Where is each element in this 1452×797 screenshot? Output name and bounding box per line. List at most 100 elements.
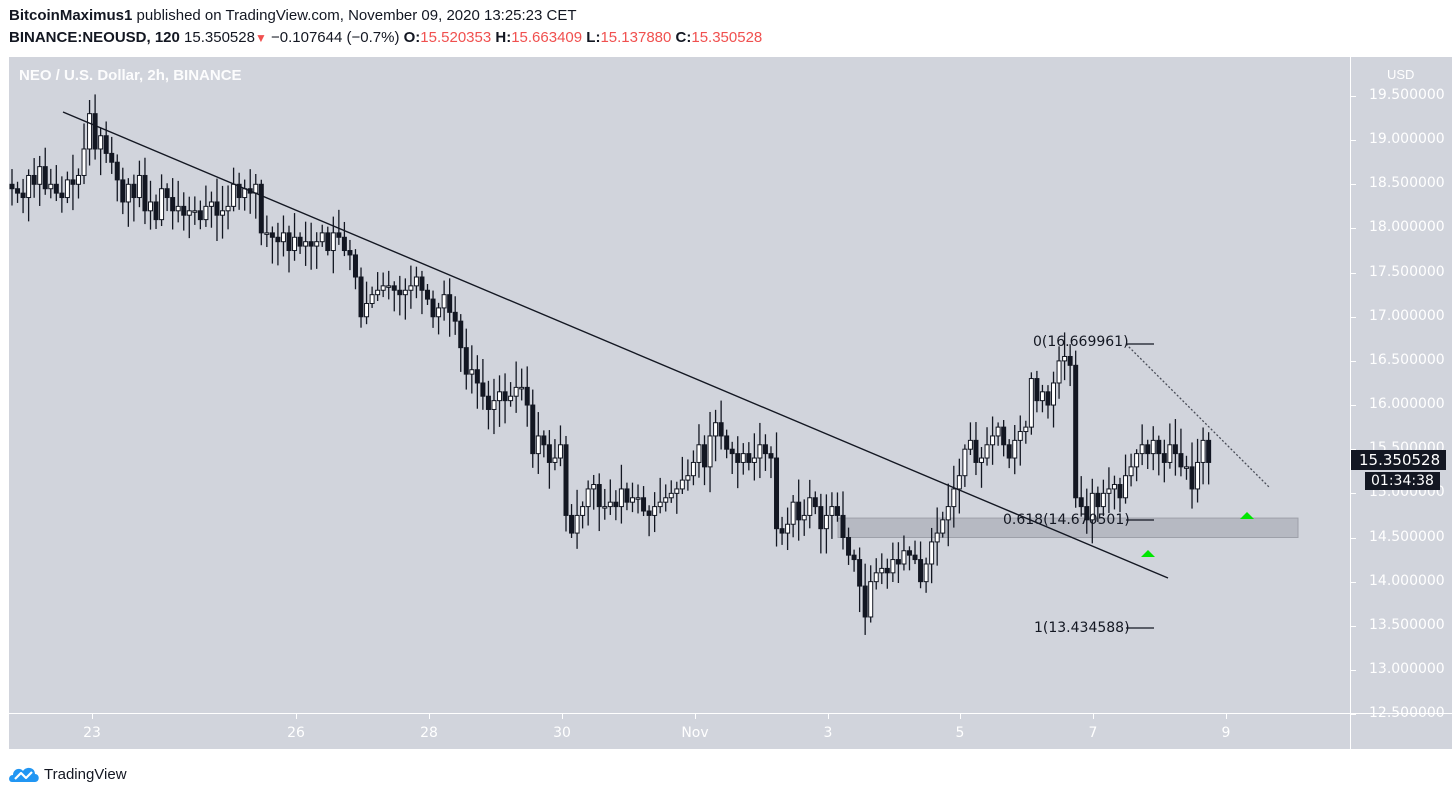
author-name[interactable]: BitcoinMaximus1 [9,7,133,24]
price-tick [1351,228,1356,230]
price-change: −0.107644 (−0.7%) [271,29,400,46]
candle-body [812,497,818,508]
price-tick [1351,669,1356,671]
candle-body [341,236,347,252]
candle-body [657,501,663,508]
candle-body [20,192,26,199]
candle-body [42,166,48,190]
price-tick [1351,537,1356,539]
candle-body [153,201,159,221]
price-tick [1351,272,1356,274]
time-tick-label: Nov [681,725,709,741]
price-tick-label: 18.500000 [1369,175,1445,192]
candle-body [829,506,835,516]
price-tick [1351,140,1356,142]
time-tick-label: 30 [553,725,571,741]
candle-body [1178,453,1184,468]
time-tick-label: 28 [420,725,438,741]
candle-body [629,497,635,503]
price-tick-label: 12.500000 [1369,705,1445,722]
time-tick-label: 9 [1221,725,1231,741]
candle-body [624,488,630,503]
time-axis-divider [9,713,1452,714]
time-tick [1093,714,1094,719]
candle-body [607,501,613,508]
time-tick [695,714,696,719]
candle-body [591,484,597,490]
candle-body [391,285,397,291]
candle-body [208,201,214,207]
candle-body [823,514,829,530]
candle-body [386,285,392,288]
candle-body [613,501,619,508]
chart-area[interactable]: NEO / U.S. Dollar, 2h, BINANCE USD 19.50… [9,57,1452,749]
candle-body [26,174,32,199]
candle-body [857,559,863,587]
last-price: 15.350528 [184,29,255,46]
candle-body [801,514,807,521]
candle-body [1017,431,1023,441]
candle-body [303,241,309,247]
candle-body [1161,453,1167,463]
candle-body [408,285,414,291]
candle-body [1156,439,1162,455]
candle-body [148,201,153,212]
time-tick [562,714,563,719]
price-tick-label: 14.500000 [1369,528,1445,545]
time-tick [429,714,430,719]
candle-body [380,285,386,291]
high-label: H: [495,29,512,46]
candle-body [862,585,868,618]
candle-body [1128,466,1134,477]
price-tick-label: 19.000000 [1369,131,1445,148]
candle-body [519,386,525,390]
candle-body [297,236,303,247]
candle-body [951,488,957,508]
candle-body [1095,492,1101,508]
dotted-trendline [1125,343,1270,488]
candle-body [1089,492,1095,521]
candle-body [413,276,419,287]
price-tick [1351,405,1356,407]
candle-body [796,501,802,521]
candle-body [103,135,109,154]
candle-body [563,444,569,516]
candle-body [474,369,480,384]
candle-body [170,197,176,212]
candle-body [109,152,115,163]
candle-body [535,435,541,455]
candle-body [1073,364,1079,499]
candle-body [419,276,425,291]
symbol-label: BINANCE:NEOUSD, 120 [9,29,180,46]
time-tick-label: 3 [823,725,833,741]
candle-body [131,183,137,199]
price-tick [1351,96,1356,97]
candle-body [618,488,624,508]
candle-body [1195,461,1201,490]
candle-body [652,506,658,516]
time-tick [92,714,93,719]
candle-body [729,448,735,455]
candle-body [31,174,37,185]
candle-body [873,572,879,583]
candle-body [580,506,586,516]
candle-body [220,210,226,216]
candle-body [1006,444,1012,459]
candle-body [890,559,896,574]
candle-body [740,453,746,463]
candle-body [679,479,685,490]
candle-body [1056,360,1062,384]
candle-body [757,444,763,459]
publish-info: BitcoinMaximus1 published on TradingView… [9,7,577,24]
tradingview-branding[interactable]: TradingView [8,764,127,784]
fib-level-0618-label: 0.618(14.670501) [1003,512,1130,528]
close-label: C: [675,29,692,46]
price-plot[interactable] [9,57,1350,713]
up-arrow-marker-icon [1141,550,1155,557]
candle-body [641,497,647,512]
price-tick-label: 13.000000 [1369,660,1445,677]
candle-body [995,426,1001,437]
candle-body [197,210,203,221]
candle-body [15,188,21,194]
candle-body [1111,484,1117,490]
